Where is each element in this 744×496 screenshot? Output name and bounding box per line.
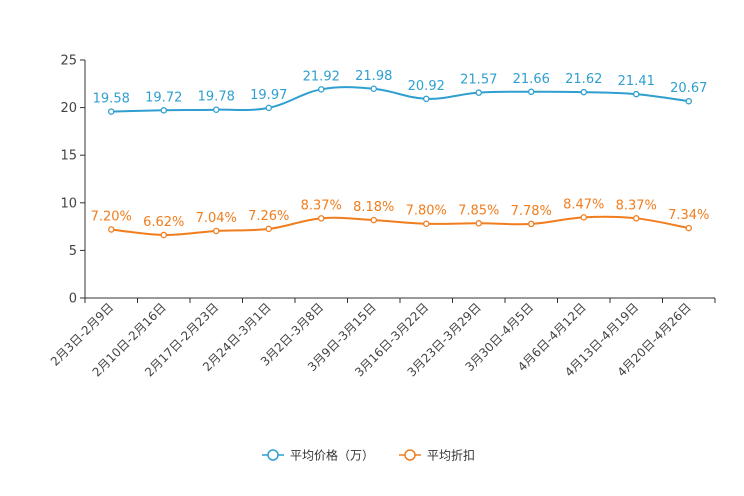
- data-point[interactable]: [108, 108, 115, 115]
- data-label: 19.58: [93, 92, 130, 107]
- legend-marker-2: [404, 449, 416, 461]
- data-point[interactable]: [265, 104, 272, 112]
- data-label: 8.47%: [563, 197, 604, 212]
- data-label: 7.20%: [91, 209, 132, 224]
- y-tick-label: 0: [69, 292, 77, 307]
- series-layer: [108, 85, 693, 239]
- data-point[interactable]: [633, 90, 640, 98]
- data-point[interactable]: [685, 97, 693, 105]
- y-tick-label: 20: [60, 101, 77, 116]
- data-point[interactable]: [633, 215, 640, 222]
- series-line-2: [111, 215, 689, 236]
- data-label: 6.62%: [143, 215, 184, 230]
- data-point[interactable]: [685, 224, 693, 232]
- data-label: 21.41: [618, 74, 655, 89]
- data-label: 21.92: [303, 69, 340, 84]
- legend-label-2[interactable]: 平均折扣: [427, 448, 475, 463]
- data-point[interactable]: [475, 220, 482, 227]
- data-labels-layer: 19.58 19.72 19.78 19.97 21.92 21.98 20.92 21.57…: [91, 69, 710, 230]
- data-point[interactable]: [160, 231, 167, 239]
- data-label: 8.18%: [353, 200, 394, 215]
- data-label: 21.98: [355, 69, 392, 84]
- data-point[interactable]: [580, 88, 588, 96]
- data-label: 19.78: [198, 90, 235, 105]
- data-label: 7.80%: [406, 204, 447, 219]
- data-point[interactable]: [370, 216, 377, 224]
- data-label: 8.37%: [616, 198, 657, 213]
- data-point[interactable]: [265, 225, 272, 233]
- data-point[interactable]: [317, 215, 325, 222]
- data-point[interactable]: [528, 88, 535, 96]
- data-point[interactable]: [317, 86, 325, 93]
- y-tick-label: 5: [69, 244, 77, 259]
- series-line-1: [111, 86, 689, 113]
- y-tick-label: 25: [60, 54, 77, 69]
- data-label: 7.78%: [511, 204, 552, 219]
- data-point[interactable]: [212, 106, 220, 113]
- data-point[interactable]: [422, 95, 430, 103]
- data-label: 20.67: [670, 81, 707, 96]
- data-label: 7.34%: [668, 208, 709, 223]
- data-point[interactable]: [475, 89, 482, 96]
- data-point[interactable]: [580, 214, 588, 221]
- data-label: 21.62: [565, 72, 602, 87]
- data-label: 8.37%: [301, 198, 342, 213]
- data-point[interactable]: [422, 220, 430, 227]
- data-point[interactable]: [108, 226, 115, 233]
- data-point[interactable]: [212, 227, 220, 235]
- data-point[interactable]: [528, 220, 535, 228]
- data-label: 20.92: [408, 79, 445, 94]
- legend-marker-1: [267, 449, 279, 461]
- data-label: 7.26%: [248, 209, 289, 224]
- data-point[interactable]: [370, 85, 377, 93]
- y-tick-label: 15: [60, 149, 77, 164]
- data-label: 7.85%: [458, 203, 499, 218]
- legend[interactable]: 平均价格（万） 平均折扣: [262, 448, 475, 463]
- data-point[interactable]: [160, 107, 167, 114]
- data-label: 7.04%: [196, 211, 237, 226]
- data-label: 21.66: [513, 72, 550, 87]
- data-label: 19.72: [145, 90, 182, 105]
- data-label: 19.97: [250, 88, 287, 103]
- data-label: 21.57: [460, 73, 497, 88]
- y-tick-label: 10: [60, 196, 77, 211]
- legend-label-1[interactable]: 平均价格（万）: [290, 448, 374, 463]
